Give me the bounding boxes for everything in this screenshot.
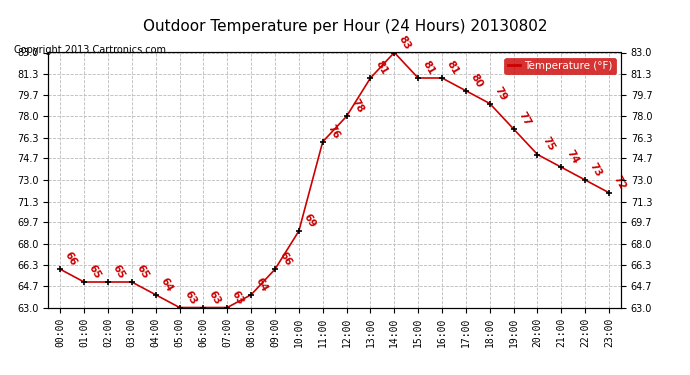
Text: Outdoor Temperature per Hour (24 Hours) 20130802: Outdoor Temperature per Hour (24 Hours) … [143, 19, 547, 34]
Text: 72: 72 [612, 174, 628, 191]
Text: 64: 64 [159, 276, 175, 293]
Text: 77: 77 [516, 110, 533, 128]
Text: 65: 65 [87, 263, 103, 280]
Text: 81: 81 [421, 59, 437, 76]
Text: 63: 63 [182, 288, 198, 306]
Text: 65: 65 [135, 263, 150, 280]
Text: 64: 64 [254, 276, 270, 293]
Text: 75: 75 [540, 135, 556, 153]
Text: 78: 78 [349, 97, 365, 115]
Text: 83: 83 [397, 33, 413, 51]
Text: 80: 80 [469, 72, 484, 89]
Text: 63: 63 [206, 288, 222, 306]
Text: 66: 66 [63, 250, 79, 268]
Text: 69: 69 [302, 212, 317, 230]
Text: 76: 76 [326, 123, 342, 140]
Text: 73: 73 [588, 161, 604, 178]
Legend: Temperature (°F): Temperature (°F) [504, 58, 615, 74]
Text: 63: 63 [230, 288, 246, 306]
Text: 65: 65 [110, 263, 127, 280]
Text: Copyright 2013 Cartronics.com: Copyright 2013 Cartronics.com [14, 45, 166, 55]
Text: 81: 81 [373, 59, 389, 76]
Text: 79: 79 [493, 84, 509, 102]
Text: 66: 66 [278, 250, 294, 268]
Text: 74: 74 [564, 148, 580, 166]
Text: 81: 81 [445, 59, 461, 76]
